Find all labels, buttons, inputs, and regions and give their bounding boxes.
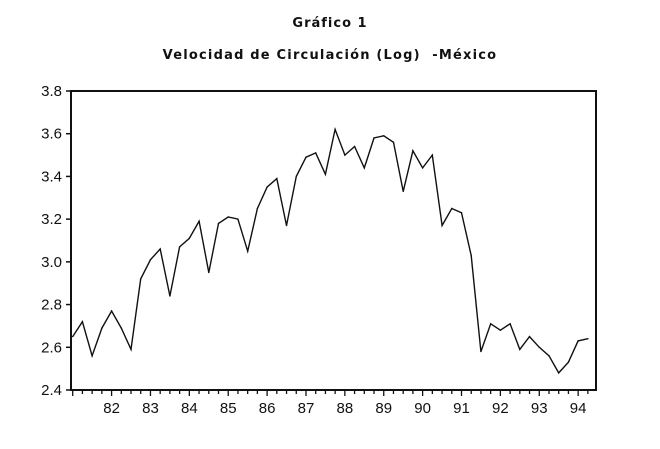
data-point	[363, 167, 365, 169]
data-point	[334, 128, 336, 131]
x-tick-label: 90	[414, 400, 431, 417]
data-point	[451, 207, 453, 210]
x-tick-label: 85	[220, 400, 237, 417]
data-point	[227, 216, 229, 218]
data-point	[188, 237, 191, 240]
data-point	[285, 224, 288, 227]
y-tick-label: 3.2	[41, 211, 62, 228]
data-point	[266, 186, 268, 188]
y-tick-label: 3.8	[41, 83, 62, 100]
data-point	[519, 348, 521, 351]
data-point	[567, 361, 570, 363]
data-point	[587, 338, 589, 340]
data-point	[140, 278, 142, 280]
data-point	[392, 141, 395, 143]
data-point	[373, 137, 375, 139]
data-point	[81, 320, 84, 323]
data-point	[198, 220, 200, 222]
data-point	[441, 224, 443, 227]
data-point	[558, 372, 560, 374]
data-point	[480, 350, 482, 353]
data-point	[324, 173, 327, 175]
data-point	[159, 248, 161, 250]
data-point	[130, 348, 132, 351]
data-point	[402, 190, 404, 193]
data-point	[315, 152, 317, 154]
series-line	[72, 126, 589, 375]
x-tick-label: 93	[531, 400, 548, 417]
chart-subtitle: Velocidad de Circulación (Log) -México	[162, 48, 498, 63]
data-point	[101, 327, 103, 329]
y-tick-label: 3.6	[41, 126, 62, 143]
y-tick-label: 3.4	[41, 168, 62, 185]
chart-title: Gráfico 1	[292, 16, 368, 31]
data-point	[509, 323, 511, 325]
x-tick-label: 86	[259, 400, 276, 417]
y-tick-label: 2.6	[41, 339, 62, 356]
y-tick-label: 2.4	[41, 382, 62, 399]
data-point	[383, 135, 385, 137]
data-point	[344, 154, 346, 156]
data-point	[256, 207, 259, 210]
x-tick-label: 88	[337, 400, 354, 417]
y-tick-label: 3.0	[41, 254, 62, 271]
data-point	[489, 323, 492, 325]
data-point	[120, 327, 123, 329]
data-point	[305, 156, 307, 158]
data-point	[577, 340, 579, 342]
data-point	[295, 175, 297, 178]
data-point	[217, 222, 220, 225]
data-point	[528, 335, 531, 338]
plot-frame	[70, 90, 597, 391]
data-point	[149, 259, 152, 261]
x-tick-label: 94	[570, 400, 587, 417]
x-tick-label: 91	[453, 400, 470, 417]
data-point	[110, 310, 113, 312]
data-point	[412, 150, 414, 152]
data-point	[246, 250, 249, 252]
data-point	[421, 167, 424, 169]
data-point	[72, 335, 74, 338]
data-point	[353, 145, 356, 148]
x-tick-label: 87	[298, 400, 315, 417]
data-point	[548, 355, 550, 357]
data-point	[538, 346, 540, 348]
x-tick-label: 84	[181, 400, 198, 417]
data-point	[178, 246, 181, 248]
data-point	[91, 355, 93, 357]
data-point	[470, 254, 472, 257]
data-point	[208, 271, 210, 274]
y-tick-label: 2.8	[41, 297, 62, 314]
data-point	[499, 329, 502, 331]
data-point	[276, 177, 278, 180]
data-point	[460, 212, 463, 214]
data-point	[169, 295, 171, 297]
x-tick-label: 83	[142, 400, 159, 417]
data-point	[237, 218, 239, 220]
x-tick-label: 92	[492, 400, 509, 417]
data-point	[431, 154, 434, 156]
x-tick-label: 89	[375, 400, 392, 417]
x-tick-label: 82	[103, 400, 120, 417]
